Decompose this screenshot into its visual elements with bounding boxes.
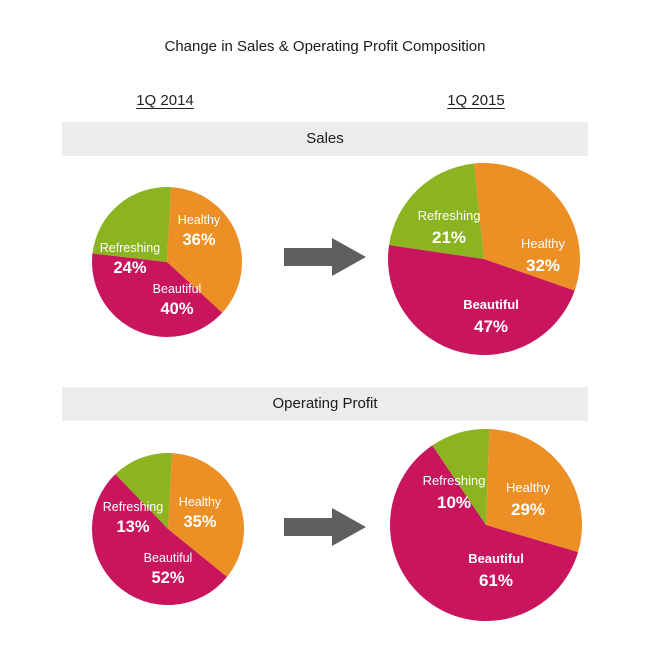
slice-value-label-healthy-sales-1q-2014: 36% bbox=[182, 231, 215, 249]
figure-title: Change in Sales & Operating Profit Compo… bbox=[164, 38, 486, 55]
pie-slice-refreshing-sales-1q-2015 bbox=[389, 163, 484, 259]
slice-value-label-beautiful-sales-1q-2014: 40% bbox=[160, 300, 193, 318]
slice-value-label-refreshing-operating-profit-1q-2015: 10% bbox=[437, 493, 471, 512]
pie-slice-beautiful-sales-1q-2015 bbox=[388, 244, 575, 355]
slice-category-label-refreshing-operating-profit-1q-2014: Refreshing bbox=[103, 500, 163, 514]
slice-value-label-healthy-operating-profit-1q-2014: 35% bbox=[183, 513, 216, 531]
pie-slice-refreshing-operating-profit-1q-2014 bbox=[115, 452, 172, 529]
slice-category-label-refreshing-sales-1q-2015: Refreshing bbox=[418, 208, 481, 223]
pie-slice-healthy-operating-profit-1q-2014 bbox=[168, 453, 245, 577]
slice-category-label-beautiful-sales-1q-2015: Beautiful bbox=[463, 297, 519, 312]
pie-slice-beautiful-operating-profit-1q-2014 bbox=[91, 474, 228, 606]
slice-value-label-refreshing-operating-profit-1q-2014: 13% bbox=[116, 518, 149, 536]
pie-slice-refreshing-operating-profit-1q-2015 bbox=[432, 429, 490, 525]
slice-value-label-beautiful-operating-profit-1q-2015: 61% bbox=[479, 571, 513, 590]
arrow-right-icon-operating-profit bbox=[284, 508, 366, 546]
slice-category-label-beautiful-operating-profit-1q-2014: Beautiful bbox=[144, 551, 193, 565]
pie-slice-healthy-operating-profit-1q-2015 bbox=[486, 429, 582, 553]
slice-category-label-healthy-operating-profit-1q-2014: Healthy bbox=[179, 495, 222, 509]
arrow-right-icon-sales bbox=[284, 238, 366, 276]
pie-slice-refreshing-sales-1q-2014 bbox=[92, 186, 171, 262]
slice-category-label-beautiful-sales-1q-2014: Beautiful bbox=[153, 282, 202, 296]
pie-slice-healthy-sales-1q-2015 bbox=[473, 163, 580, 291]
slice-category-label-healthy-operating-profit-1q-2015: Healthy bbox=[506, 480, 551, 495]
section-band-operating-profit: Operating Profit bbox=[62, 387, 588, 421]
slice-category-label-beautiful-operating-profit-1q-2015: Beautiful bbox=[468, 551, 524, 566]
period-label-2015: 1Q 2015 bbox=[447, 92, 505, 109]
slice-value-label-healthy-operating-profit-1q-2015: 29% bbox=[511, 500, 545, 519]
section-band-sales: Sales bbox=[62, 122, 588, 156]
slice-value-label-refreshing-sales-1q-2015: 21% bbox=[432, 228, 466, 247]
slice-value-label-beautiful-sales-1q-2015: 47% bbox=[474, 317, 508, 336]
pie-slice-beautiful-operating-profit-1q-2015 bbox=[389, 445, 579, 622]
slice-value-label-healthy-sales-1q-2015: 32% bbox=[526, 256, 560, 275]
period-label-2014: 1Q 2014 bbox=[136, 92, 194, 109]
slice-category-label-healthy-sales-1q-2015: Healthy bbox=[521, 236, 566, 251]
slice-value-label-beautiful-operating-profit-1q-2014: 52% bbox=[151, 569, 184, 587]
slice-category-label-refreshing-sales-1q-2014: Refreshing bbox=[100, 241, 160, 255]
slice-category-label-healthy-sales-1q-2014: Healthy bbox=[178, 213, 221, 227]
slice-category-label-refreshing-operating-profit-1q-2015: Refreshing bbox=[423, 473, 486, 488]
slice-value-label-refreshing-sales-1q-2014: 24% bbox=[113, 259, 146, 277]
pie-slice-beautiful-sales-1q-2014 bbox=[92, 253, 223, 338]
pie-slice-healthy-sales-1q-2014 bbox=[167, 187, 243, 313]
